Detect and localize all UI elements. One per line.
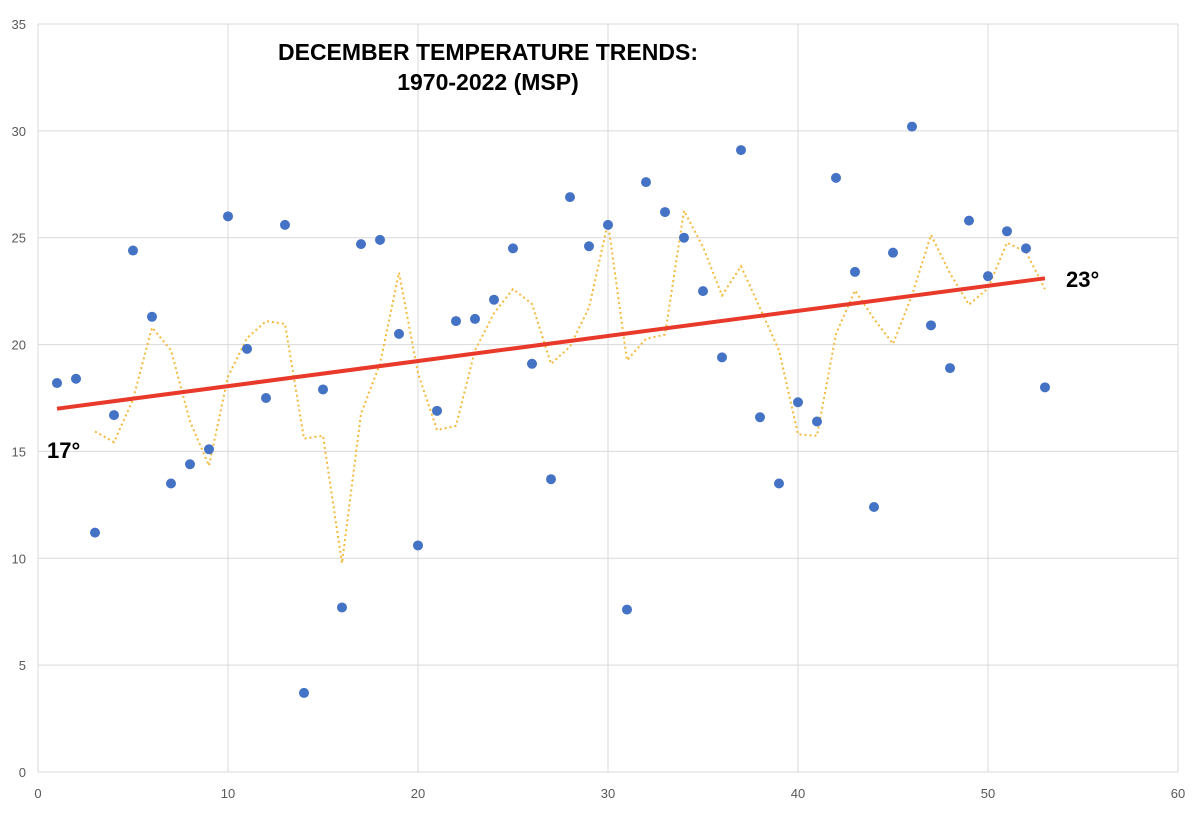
data-point (945, 363, 955, 374)
x-tick-label: 40 (791, 786, 805, 801)
data-point (565, 192, 575, 203)
data-point (907, 121, 917, 132)
data-point (641, 177, 651, 188)
data-point (261, 393, 271, 403)
data-point (964, 215, 974, 226)
data-point (318, 384, 328, 395)
data-point (717, 352, 727, 363)
data-point (375, 234, 385, 245)
x-tick-label: 30 (601, 786, 615, 801)
data-point (603, 219, 613, 230)
data-point (128, 245, 138, 256)
data-point (204, 444, 214, 455)
data-point (1002, 226, 1012, 237)
data-point (679, 232, 689, 243)
data-point (508, 243, 518, 254)
data-point (736, 145, 746, 156)
y-tick-label: 15 (12, 444, 26, 459)
data-point (413, 540, 423, 551)
data-point (109, 410, 119, 421)
y-tick-label: 0 (19, 765, 26, 780)
data-point (52, 378, 62, 389)
data-point (356, 239, 366, 250)
data-point (1040, 382, 1050, 393)
data-point (470, 313, 480, 324)
y-tick-label: 20 (12, 338, 26, 353)
chart-title-line-1: DECEMBER TEMPERATURE TRENDS: (278, 39, 698, 65)
data-point (983, 271, 993, 282)
data-point (660, 207, 670, 218)
data-point (831, 172, 841, 183)
data-point (299, 687, 309, 698)
data-point (147, 311, 157, 322)
x-tick-label: 50 (981, 786, 995, 801)
data-point (432, 405, 442, 416)
x-tick-label: 10 (221, 786, 235, 801)
data-point (584, 241, 594, 252)
data-point (869, 501, 879, 512)
y-tick-label: 25 (12, 231, 26, 246)
data-point (698, 286, 708, 297)
y-tick-label: 5 (19, 658, 26, 673)
trendline (56, 276, 1046, 411)
data-point (527, 358, 537, 369)
y-tick-label: 10 (12, 551, 26, 566)
data-point (926, 320, 936, 331)
data-point (774, 478, 784, 489)
data-point (280, 219, 290, 230)
tick-labels: 0 10 20 30 40 50 60 0 5 10 15 20 25 30 35 (12, 17, 1186, 801)
chart-title-line-2: 1970-2022 (MSP) (397, 69, 579, 95)
x-tick-label: 60 (1171, 786, 1185, 801)
x-tick-label: 0 (34, 786, 41, 801)
data-point (90, 527, 100, 538)
data-point (242, 343, 252, 354)
data-point (622, 604, 632, 615)
y-tick-label: 30 (12, 124, 26, 139)
data-point (223, 211, 233, 222)
trend-end-label: 23° (1066, 267, 1099, 292)
data-point (185, 459, 195, 470)
x-tick-label: 20 (411, 786, 425, 801)
data-point (1021, 243, 1031, 254)
trend-start-label: 17° (47, 438, 80, 463)
data-point (394, 328, 404, 339)
data-point (337, 602, 347, 613)
data-point (888, 247, 898, 258)
data-point (850, 266, 860, 277)
data-point (489, 294, 499, 305)
data-point (755, 412, 765, 423)
data-point (451, 316, 461, 327)
y-tick-label: 35 (12, 17, 26, 32)
trendline-line (56, 276, 1046, 411)
data-points (52, 121, 1050, 698)
data-point (71, 373, 81, 384)
data-point (546, 474, 556, 485)
data-point (793, 397, 803, 408)
grid (37, 23, 1179, 773)
data-point (166, 478, 176, 489)
data-point (812, 416, 822, 427)
moving-average-line (94, 207, 1046, 564)
moving-average (94, 207, 1046, 564)
